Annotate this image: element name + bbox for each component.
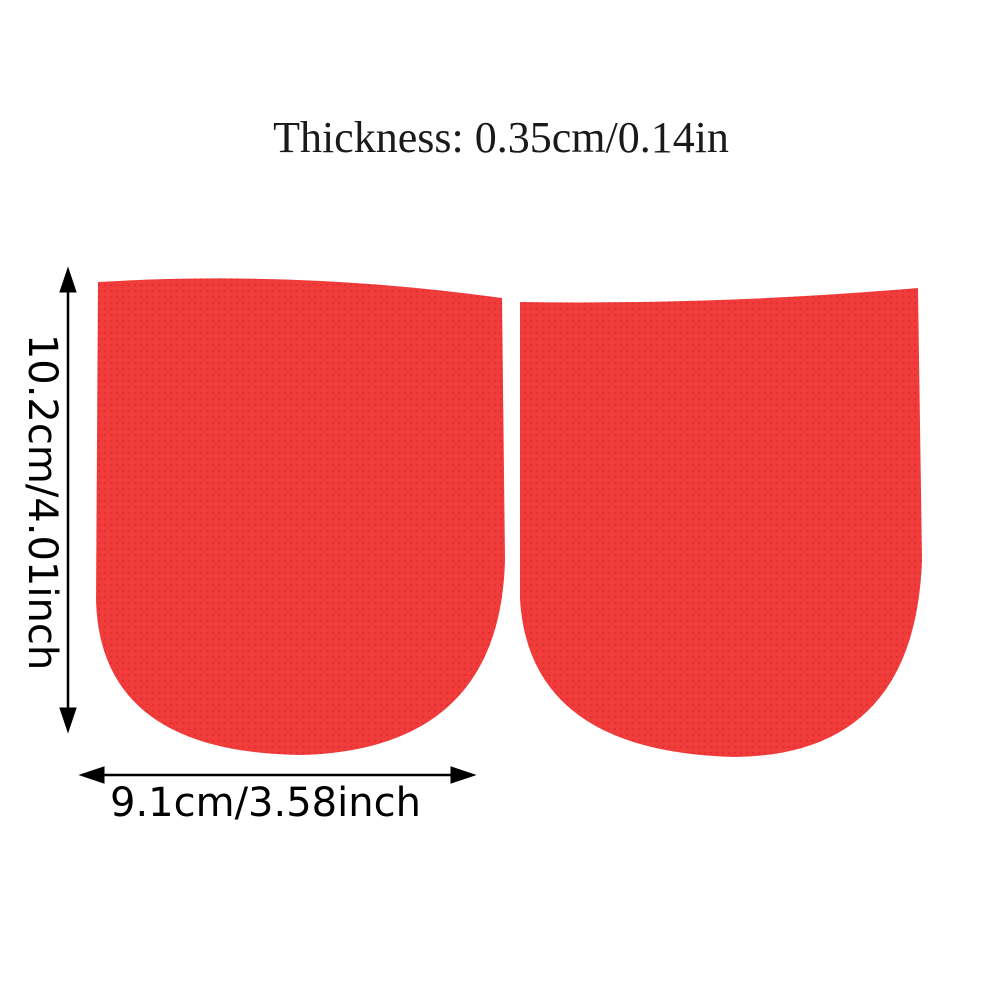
- width-arrow-icon: [78, 766, 477, 784]
- height-arrow-icon: [59, 266, 77, 734]
- right-heel-pad: [520, 288, 922, 757]
- left-heel-pad: [96, 278, 505, 755]
- height-label: 10.2cm/4.01inch: [19, 333, 65, 671]
- width-label: 9.1cm/3.58inch: [110, 780, 421, 826]
- thickness-label: Thickness: 0.35cm/0.14in: [273, 113, 729, 162]
